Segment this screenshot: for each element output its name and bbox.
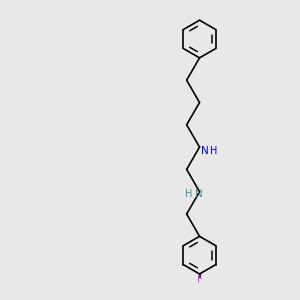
Text: H: H bbox=[185, 189, 192, 199]
Text: F: F bbox=[196, 275, 202, 285]
Text: H: H bbox=[210, 146, 217, 156]
Text: N: N bbox=[201, 146, 209, 156]
Text: N: N bbox=[195, 189, 203, 199]
